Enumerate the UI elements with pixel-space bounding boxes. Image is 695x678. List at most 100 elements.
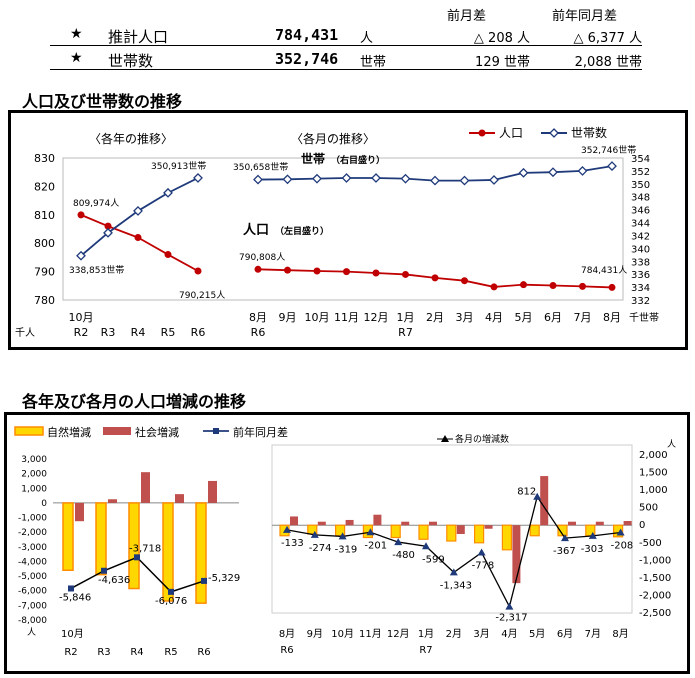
right-tick-label: 342 <box>631 231 650 242</box>
data-annotation: 809,974人 <box>73 198 119 209</box>
monthly-households-point <box>312 173 322 184</box>
monthly-population-point <box>284 266 291 274</box>
total-point <box>477 548 486 556</box>
data-annotation: 790,808人 <box>239 252 285 263</box>
right-tick-label: 348 <box>631 193 650 204</box>
natural-bar <box>557 524 568 537</box>
x-label-bottom: R3 <box>97 647 110 658</box>
y-tick-label: -2,000 <box>639 590 671 601</box>
total-point <box>101 567 107 574</box>
annual-population-point <box>77 211 85 219</box>
left-unit-label: 千人 <box>15 327 35 339</box>
y-tick-label: 500 <box>639 503 658 514</box>
right-tick-label: 332 <box>631 296 650 307</box>
total-point <box>449 568 458 576</box>
star-icon: ★ <box>70 50 83 66</box>
monthly-population-point <box>372 269 380 277</box>
x-label-bottom: R4 <box>131 326 146 339</box>
x-label-top: 11月 <box>359 628 382 640</box>
monthly-households-point <box>607 161 617 172</box>
total-data-label: -208 <box>611 541 634 552</box>
y-tick-label: -1,000 <box>18 514 47 524</box>
left-tick-label: 820 <box>34 180 55 193</box>
x-label-bottom: R2 <box>64 647 77 658</box>
summary-row-population: ★ 推計人口 784,431 人 △ 208 人 △ 6,377 人 <box>50 26 642 46</box>
total-point <box>533 492 542 500</box>
social-bar <box>512 525 521 584</box>
population-series-note: （左目盛り） <box>275 225 329 237</box>
annual-population-point <box>164 251 172 259</box>
annual-households-line <box>80 177 199 257</box>
natural-bar <box>95 502 107 576</box>
monthly-population-point <box>254 265 262 273</box>
annual-population-point <box>134 234 142 242</box>
x-label-top: 1月 <box>397 311 415 324</box>
legend-social-label: 社会増減 <box>135 425 179 439</box>
social-bar <box>484 525 493 529</box>
y-tick-label: 0 <box>639 520 645 531</box>
annual-households-point <box>163 187 173 198</box>
monthly-households-point <box>341 173 352 183</box>
legend-population-label: 人口 <box>499 126 523 140</box>
y-tick-label: 1,500 <box>639 468 668 479</box>
total-data-label: -6,076 <box>155 596 187 607</box>
plot-area <box>62 157 624 301</box>
total-data-label: -367 <box>553 546 576 557</box>
data-annotation: 784,431人 <box>581 265 627 276</box>
total-data-label: 812 <box>517 487 536 498</box>
y-tick-label: -5,000 <box>18 572 47 582</box>
x-label-top: 4月 <box>501 628 517 640</box>
x-label-bottom: R7 <box>398 326 413 339</box>
population-chart-panel: 830 820 810 800 790 780 354 352 350 348 346 344 342 3… <box>8 110 688 350</box>
total-data-label: -2,317 <box>495 613 527 624</box>
monthly-subtitle: 〈各月の推移〉 <box>291 131 375 146</box>
right-unit-label: 千世帯 <box>629 311 659 324</box>
x-label-top: 10月 <box>305 311 330 324</box>
legend-total-label: 前年同月差 <box>233 425 288 439</box>
monthly-population-point <box>343 268 350 276</box>
right-tick-label: 352 <box>631 167 650 178</box>
x-label-bottom: R4 <box>130 647 143 658</box>
divider <box>50 69 642 70</box>
data-annotation: 338,853世帯 <box>69 264 124 276</box>
row-unit: 人 <box>360 31 374 46</box>
legend-natural-label: 自然増減 <box>47 425 91 439</box>
total-data-label: -1,343 <box>440 580 472 591</box>
y-tick-label: -7,000 <box>18 601 47 611</box>
total-data-label: -778 <box>472 561 495 572</box>
monthly-households-point <box>548 167 558 178</box>
x-label-top: 9月 <box>279 311 297 324</box>
social-bar <box>540 476 549 526</box>
monthly-households-point <box>282 174 293 185</box>
monthly-population-point <box>549 282 557 290</box>
natural-bar <box>612 524 624 538</box>
row-yoy: 2,088 世帯 <box>574 55 642 70</box>
x-label-top: 7月 <box>585 628 601 640</box>
total-point <box>134 554 140 561</box>
x-label-top: 8月 <box>249 311 267 324</box>
row-label: 推計人口 <box>108 28 169 46</box>
legend-monthly-label: 各月の増減数 <box>455 433 509 445</box>
section2-title: 各年及び各月の人口増減の推移 <box>22 392 247 411</box>
row-value: 784,431 <box>275 26 339 44</box>
total-point <box>338 532 347 540</box>
natural-bar <box>62 502 74 571</box>
natural-bar <box>195 502 207 604</box>
total-data-label: -201 <box>364 540 387 551</box>
x-label-top: 12月 <box>364 311 389 324</box>
total-data-label: -480 <box>392 550 415 561</box>
total-data-label: -319 <box>335 544 358 555</box>
right-tick-label: 354 <box>631 154 650 165</box>
x-label-top: 5月 <box>515 311 533 324</box>
x-label-bottom: R5 <box>164 647 177 658</box>
legend-households-marker <box>549 128 559 138</box>
x-label-bottom: R7 <box>419 645 432 656</box>
x-label-top: 3月 <box>473 628 489 640</box>
y-tick-label: 3,000 <box>21 455 47 465</box>
total-data-label: -5,846 <box>59 592 91 603</box>
y-tick-label: -8,000 <box>18 616 47 626</box>
monthly-population-point <box>402 270 409 278</box>
total-point <box>283 525 291 533</box>
right-tick-label: 344 <box>631 219 650 230</box>
